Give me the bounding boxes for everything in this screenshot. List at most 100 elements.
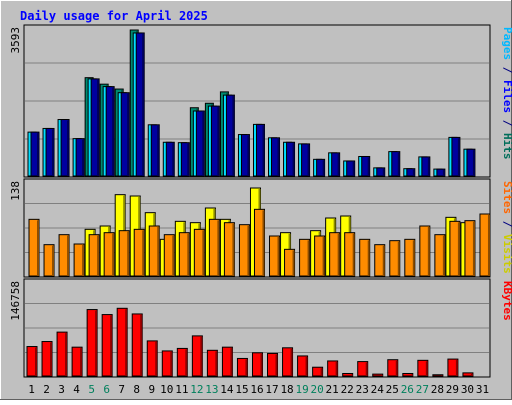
- bar-shade-sites-day-1: [37, 220, 39, 276]
- bar-shade-sites-day-31: [488, 215, 490, 276]
- bar-shade-pages-day-22: [353, 162, 355, 176]
- bar-shade-sites-day-16: [262, 210, 264, 276]
- chart-panels: 3593 Pages / Files / Hits 138 Sites / Visit…: [9, 25, 512, 377]
- bar-shade-pages-day-20: [323, 160, 325, 176]
- bar-shade-kbytes-day-13: [215, 351, 217, 376]
- day-label-22: 22: [341, 383, 354, 396]
- day-label-30: 30: [461, 383, 474, 396]
- bar-shade-pages-day-3: [67, 121, 69, 176]
- bar-shade-pages-day-28: [443, 170, 445, 176]
- day-label-3: 3: [58, 383, 65, 396]
- bar-shade-sites-day-6: [112, 234, 114, 276]
- bar-shade-kbytes-day-16: [260, 354, 262, 376]
- day-label-26: 26: [401, 383, 414, 396]
- legend-segment: Sites: [501, 181, 512, 214]
- bar-shade-kbytes-day-14: [230, 348, 232, 376]
- day-label-11: 11: [175, 383, 188, 396]
- bar-shade-pages-day-21: [338, 154, 340, 176]
- legend-segment: Hits: [501, 133, 512, 160]
- bar-shade-pages-day-25: [398, 153, 400, 176]
- day-label-15: 15: [235, 383, 248, 396]
- bar-shade-kbytes-day-21: [336, 362, 338, 376]
- bar-shade-kbytes-day-17: [276, 354, 278, 376]
- bar-shade-sites-day-24: [383, 246, 385, 276]
- bar-shade-pages-day-19: [308, 145, 310, 176]
- panel-hits_files_pages: 3593 Pages / Files / Hits: [9, 25, 512, 177]
- bar-shade-sites-day-27: [428, 227, 430, 276]
- bar-shade-sites-day-15: [247, 226, 249, 276]
- day-label-7: 7: [118, 383, 125, 396]
- bar-shade-kbytes-day-18: [291, 349, 293, 376]
- panel-legend: KBytes: [501, 281, 512, 321]
- day-label-6: 6: [103, 383, 110, 396]
- bar-shade-pages-day-7: [127, 94, 129, 176]
- legend-segment: Files: [501, 80, 512, 113]
- bar-shade-sites-day-19: [308, 240, 310, 276]
- bar-shade-pages-day-2: [52, 129, 54, 176]
- bar-shade-kbytes-day-7: [125, 309, 127, 376]
- bar-shade-kbytes-day-3: [65, 333, 67, 376]
- bar-shade-pages-day-8: [142, 34, 144, 176]
- bar-shade-kbytes-day-11: [185, 349, 187, 376]
- bar-shade-sites-day-23: [368, 240, 370, 276]
- day-label-2: 2: [43, 383, 50, 396]
- bar-shade-sites-day-10: [172, 236, 174, 276]
- chart-title: Daily usage for April 2025: [20, 9, 208, 23]
- bar-shade-sites-day-4: [82, 245, 84, 276]
- bar-shade-sites-day-29: [458, 222, 460, 276]
- bar-shade-sites-day-5: [97, 236, 99, 276]
- bar-shade-sites-day-28: [443, 236, 445, 276]
- panel-max-label: 138: [9, 181, 22, 201]
- bar-shade-pages-day-12: [202, 112, 204, 176]
- bar-shade-pages-day-11: [187, 144, 189, 176]
- day-label-9: 9: [148, 383, 155, 396]
- bar-shade-kbytes-day-6: [110, 316, 112, 376]
- bar-shade-kbytes-day-25: [396, 361, 398, 376]
- panel-max-label: 3593: [9, 27, 22, 54]
- bar-shade-pages-day-14: [232, 96, 234, 176]
- bar-shade-kbytes-day-29: [456, 360, 458, 376]
- bar-shade-sites-day-17: [278, 237, 280, 276]
- bar-shade-kbytes-day-15: [245, 359, 247, 376]
- bar-shade-kbytes-day-12: [200, 337, 202, 376]
- day-label-18: 18: [280, 383, 293, 396]
- bar-shade-sites-day-14: [232, 224, 234, 276]
- day-label-5: 5: [88, 383, 95, 396]
- bar-shade-sites-day-11: [187, 234, 189, 276]
- day-label-31: 31: [476, 383, 489, 396]
- day-label-28: 28: [431, 383, 444, 396]
- bar-shade-pages-day-27: [428, 158, 430, 176]
- panel-max-label: 146758: [9, 281, 22, 321]
- day-label-1: 1: [28, 383, 35, 396]
- bar-shade-sites-day-7: [127, 232, 129, 276]
- bar-shade-kbytes-day-26: [411, 374, 413, 376]
- bar-shade-kbytes-day-4: [80, 348, 82, 376]
- legend-segment: Pages: [501, 27, 512, 60]
- bar-shade-sites-day-25: [398, 242, 400, 276]
- legend-segment: Visits: [501, 234, 512, 274]
- bar-shade-sites-day-30: [473, 222, 475, 276]
- bar-shade-kbytes-day-24: [381, 375, 383, 376]
- day-label-24: 24: [371, 383, 385, 396]
- bar-shade-sites-day-18: [293, 250, 295, 276]
- panel-kbytes: 146758 KBytes: [9, 279, 512, 377]
- day-label-13: 13: [205, 383, 218, 396]
- legend-segment: /: [501, 113, 512, 133]
- bar-shade-sites-day-9: [157, 227, 159, 276]
- day-label-19: 19: [295, 383, 308, 396]
- bar-shade-sites-day-2: [52, 246, 54, 276]
- bar-shade-kbytes-day-30: [471, 374, 473, 376]
- day-label-25: 25: [386, 383, 399, 396]
- bar-shade-kbytes-day-10: [170, 352, 172, 376]
- bar-shade-pages-day-30: [473, 150, 475, 176]
- bar-shade-pages-day-24: [383, 169, 385, 176]
- bar-shade-kbytes-day-27: [426, 361, 428, 376]
- legend-segment: /: [501, 60, 512, 80]
- panel-visits_sites: 138 Sites / Visits: [9, 179, 512, 277]
- panel-legend: Sites / Visits: [501, 181, 512, 274]
- bar-shade-sites-day-13: [217, 220, 219, 276]
- day-label-17: 17: [265, 383, 278, 396]
- day-label-4: 4: [73, 383, 80, 396]
